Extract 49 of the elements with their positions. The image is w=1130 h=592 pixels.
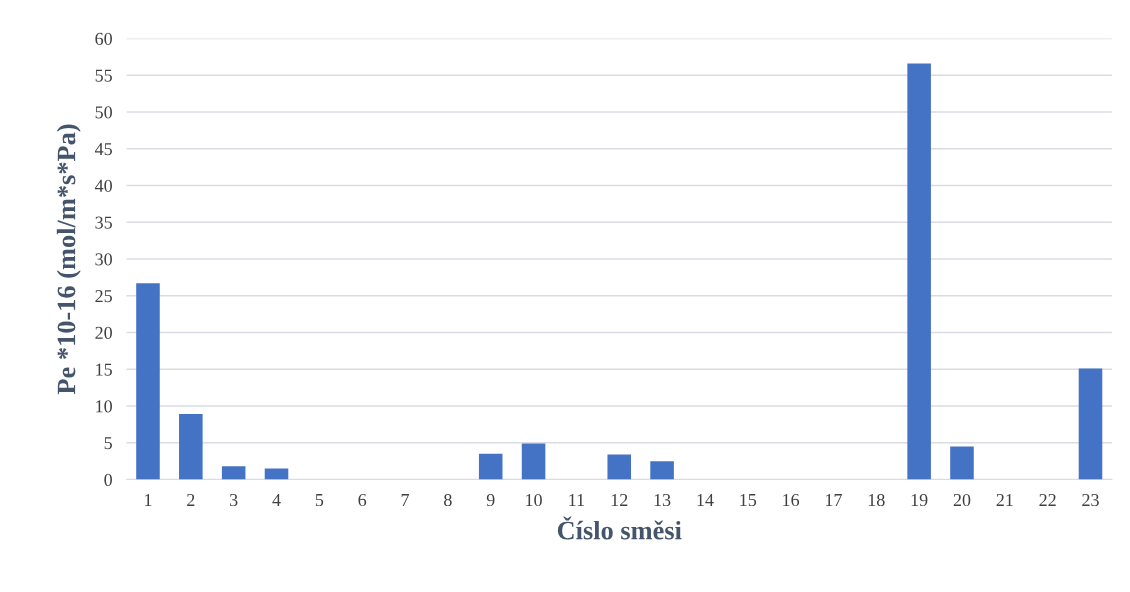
bar — [907, 63, 931, 480]
y-tick-label: 20 — [95, 326, 112, 339]
bar — [179, 414, 203, 480]
x-tick-label: 19 — [911, 493, 928, 507]
bar — [478, 453, 503, 480]
x-tick-label: 8 — [444, 493, 452, 507]
y-tick-label: 15 — [96, 363, 112, 376]
bar — [136, 283, 160, 480]
x-tick-label: 7 — [401, 494, 410, 506]
x-tick-label: 6 — [358, 493, 367, 507]
y-tick-label: 10 — [96, 400, 112, 413]
y-tick-label: 25 — [95, 290, 112, 303]
x-tick-label: 15 — [740, 494, 757, 507]
x-tick-label: 12 — [611, 493, 628, 506]
y-tick-label: 40 — [94, 179, 112, 192]
x-tick-label: 1 — [145, 494, 152, 506]
y-tick-label: 45 — [94, 143, 112, 156]
x-tick-label: 9 — [486, 493, 495, 507]
x-tick-label: 13 — [654, 493, 671, 507]
x-tick-label: 17 — [826, 494, 842, 506]
x-tick-label: 21 — [996, 493, 1013, 506]
x-tick-label: 16 — [783, 493, 800, 507]
x-tick-label: 11 — [569, 494, 584, 506]
y-tick-label: 5 — [104, 437, 112, 450]
y-axis-title: Pe *10-16 (mol/m*s*Pa) — [56, 124, 81, 395]
x-tick-label: 18 — [868, 493, 885, 507]
x-axis-title: Číslo směsi — [557, 516, 682, 540]
bar — [607, 454, 632, 480]
x-tick-label: 2 — [187, 493, 195, 506]
y-tick-label: 30 — [95, 253, 112, 266]
bar — [264, 468, 289, 480]
y-tick-label: 60 — [95, 32, 112, 45]
bar — [521, 443, 546, 480]
x-tick-label: 10 — [526, 493, 542, 507]
bar — [221, 466, 246, 480]
x-tick-label: 5 — [315, 494, 324, 507]
y-tick-label: 50 — [95, 106, 112, 119]
bar — [1078, 368, 1103, 480]
x-tick-label: 14 — [697, 494, 714, 506]
bar — [650, 461, 674, 480]
x-tick-label: 3 — [230, 493, 238, 507]
y-tick-label: 35 — [95, 216, 112, 229]
x-tick-label: 22 — [1039, 493, 1056, 506]
x-tick-label: 4 — [272, 494, 281, 506]
x-tick-label: 23 — [1082, 493, 1099, 507]
x-tick-label: 20 — [953, 493, 971, 507]
y-tick-label: 0 — [104, 473, 112, 486]
y-tick-label: 55 — [95, 69, 112, 82]
bar — [950, 446, 974, 480]
